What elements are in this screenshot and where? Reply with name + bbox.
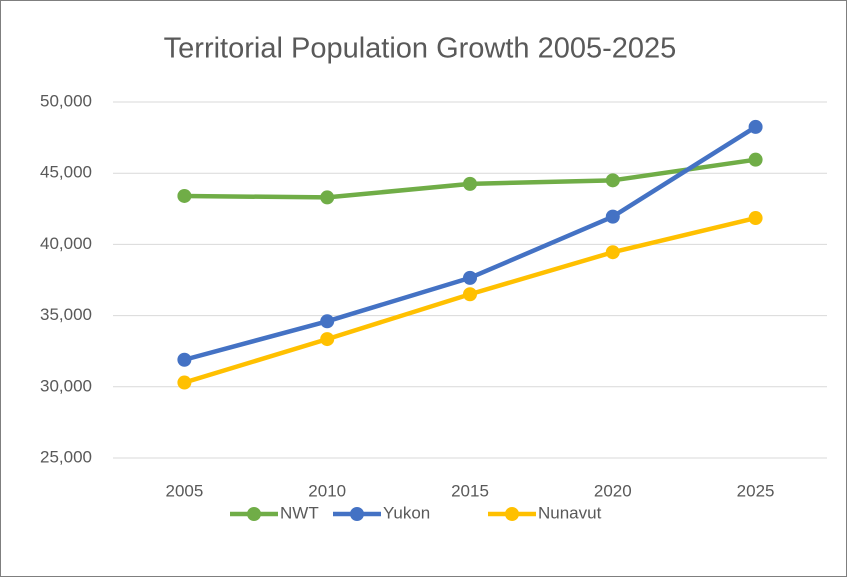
- point: [605, 245, 620, 260]
- legend-label: Yukon: [383, 503, 430, 522]
- point: [463, 176, 477, 191]
- point: [320, 190, 335, 205]
- point: [748, 119, 763, 134]
- x-tick-label: 2010: [308, 481, 346, 500]
- legend-label: Nunavut: [538, 503, 602, 522]
- x-tick-label: 2015: [451, 481, 489, 500]
- y-tick-label: 25,000: [40, 447, 92, 466]
- point: [320, 314, 335, 329]
- legend-label: NWT: [280, 503, 319, 522]
- point: [463, 270, 477, 285]
- y-tick-label: 45,000: [40, 163, 92, 182]
- point: [605, 209, 620, 224]
- y-tick-label: 30,000: [40, 376, 92, 395]
- legend-marker: [350, 507, 364, 521]
- point: [605, 173, 620, 188]
- y-tick-label: 35,000: [40, 305, 92, 324]
- legend-marker: [247, 507, 261, 521]
- point: [177, 352, 192, 367]
- legend-marker: [505, 507, 519, 521]
- chart-title: Territorial Population Growth 2005-2025: [164, 33, 677, 65]
- point: [177, 188, 192, 203]
- x-tick-label: 2005: [165, 481, 203, 500]
- point: [748, 211, 763, 226]
- point: [748, 152, 763, 167]
- x-tick-label: 2025: [737, 481, 775, 500]
- point: [463, 287, 477, 302]
- point: [320, 332, 335, 347]
- y-tick-label: 40,000: [40, 234, 92, 253]
- y-tick-label: 50,000: [40, 91, 92, 110]
- x-tick-label: 2020: [594, 481, 632, 500]
- point: [177, 375, 192, 390]
